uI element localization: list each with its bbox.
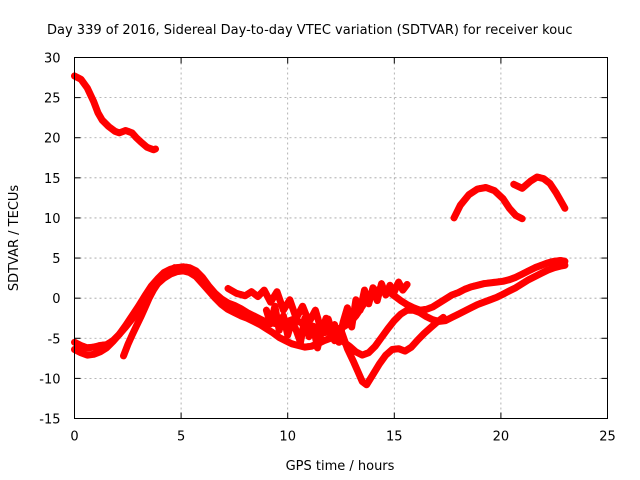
y-tick-label: -10 <box>39 372 60 387</box>
y-tick-labels: -15 -10 -5 0 5 10 15 20 25 30 <box>39 52 60 428</box>
x-tick-label: 25 <box>599 430 616 445</box>
y-tick-label: 20 <box>44 132 61 147</box>
y-tick-label: 30 <box>44 52 61 67</box>
series-layer <box>71 72 569 389</box>
x-tick-label: 15 <box>386 430 403 445</box>
series-arc-6 <box>120 263 198 360</box>
x-tick-label: 10 <box>279 430 296 445</box>
y-tick-label: 5 <box>52 252 60 267</box>
series-arc-1-markers <box>73 72 157 150</box>
plot-frame <box>74 57 608 419</box>
tick-marks <box>74 57 608 419</box>
x-tick-label: 0 <box>70 430 78 445</box>
x-tick-labels: 0 5 10 15 20 25 <box>70 430 615 445</box>
chart-title: Day 339 of 2016, Sidereal Day-to-day VTE… <box>47 23 573 38</box>
y-tick-label: 0 <box>52 292 60 307</box>
y-tick-label: -15 <box>39 413 60 428</box>
series-arc-2-markers <box>452 184 524 219</box>
y-axis-label: SDTVAR / TECUs <box>7 185 22 292</box>
grid <box>74 57 608 419</box>
y-tick-label: 25 <box>44 92 61 107</box>
series-arc-1 <box>71 72 159 154</box>
series-arc-3-markers <box>512 173 567 208</box>
series-arc-8-markers <box>264 278 409 348</box>
y-tick-label: 15 <box>44 172 61 187</box>
series-arc-2 <box>450 184 526 223</box>
x-axis-label: GPS time / hours <box>286 459 395 474</box>
y-tick-label: -5 <box>48 332 61 347</box>
x-tick-label: 5 <box>177 430 185 445</box>
y-tick-label: 10 <box>44 212 61 227</box>
series-arc-6-markers <box>122 263 196 356</box>
x-tick-label: 20 <box>493 430 510 445</box>
